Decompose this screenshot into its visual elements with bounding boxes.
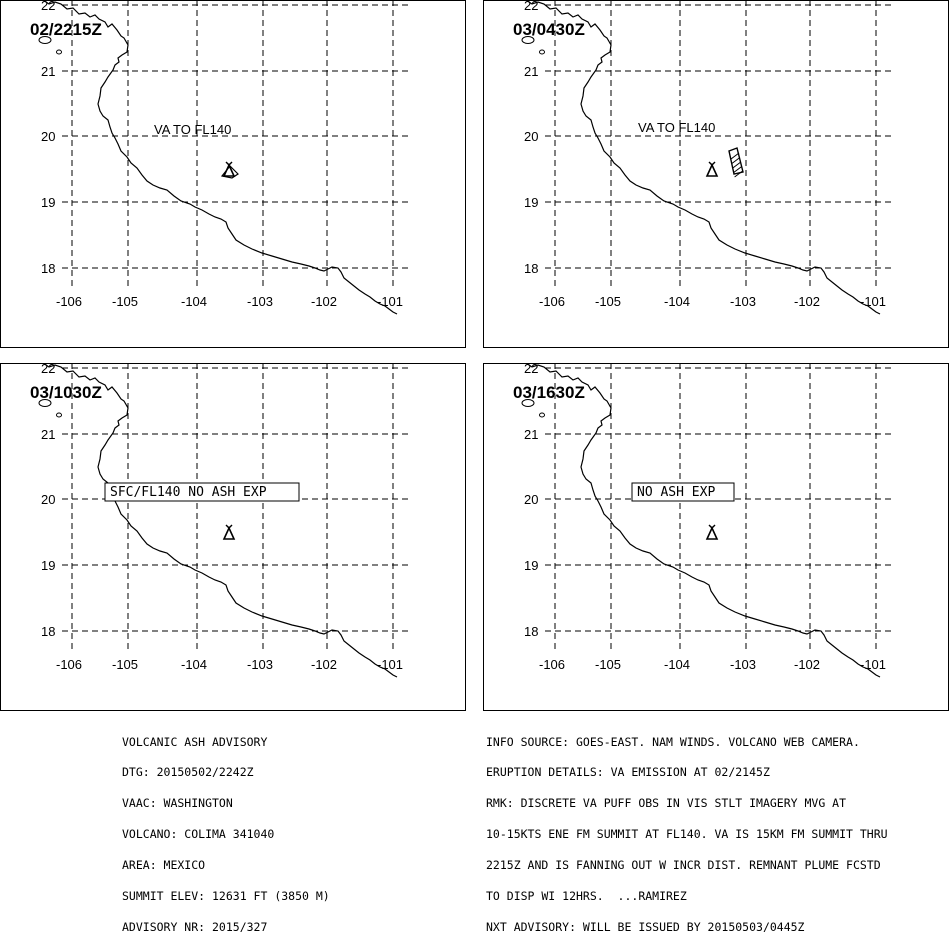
lon-tick-label: -103 [730,294,756,309]
lat-tick-label: 21 [41,64,55,79]
advisory-line: INFO SOURCE: GOES-EAST. NAM WINDS. VOLCA… [486,734,860,749]
lon-tick-label: -102 [311,294,337,309]
lat-tick-label: 21 [524,427,538,442]
lon-tick-label: -102 [311,657,337,672]
island [56,412,62,418]
forecast-panel-2: 22 21 20 19 18 -106 -105 -104 -103 -102 -101 03/103… [0,363,466,711]
forecast-panel-1: 22 21 20 19 18 -106 -105 -104 -103 -102 -101 03/043… [483,0,949,348]
lat-tick-label: 18 [41,624,55,639]
advisory-line: 10-15KTS ENE FM SUMMIT AT FL140. VA IS 1… [486,827,888,842]
island [56,49,62,55]
lat-tick-label: 20 [524,492,538,507]
valid-time-label: 03/1030Z [30,383,102,402]
coastline [42,363,398,678]
advisory-info-left: VOLCANIC ASH ADVISORY DTG: 20150502/2242… [122,716,330,943]
forecast-label: VA TO FL140 [154,122,231,137]
lon-tick-label: -105 [112,657,138,672]
lon-tick-label: -105 [595,294,621,309]
volcano-triangle-icon [222,524,236,540]
lon-tick-label: -106 [56,294,82,309]
ash-forecast-polygon [728,147,744,178]
lat-tick-label: 20 [41,129,55,144]
coastline [42,0,398,315]
lat-tick-label: 19 [524,195,538,210]
advisory-line: VAAC: WASHINGTON [122,796,233,811]
lon-tick-label: -103 [247,657,273,672]
island [38,36,52,44]
volcano-triangle-icon [705,161,719,177]
lon-tick-label: -106 [56,657,82,672]
lon-tick-label: -102 [794,294,820,309]
forecast-panel-3: 22 21 20 19 18 -106 -105 -104 -103 -102 -101 03/163… [483,363,949,711]
advisory-line: VOLCANIC ASH ADVISORY [122,734,268,749]
lat-tick-label: 18 [524,261,538,276]
lon-tick-label: -106 [539,657,565,672]
valid-time-label: 03/1630Z [513,383,585,402]
forecast-panel-0: 22 21 20 19 18 -106 -105 -104 -103 -102 -101 02/221… [0,0,466,348]
advisory-line: DTG: 20150502/2242Z [122,765,254,780]
forecast-label: VA TO FL140 [638,120,715,135]
island [539,49,545,55]
lon-tick-label: -103 [730,657,756,672]
lon-tick-label: -102 [794,657,820,672]
island [521,36,535,44]
lat-tick-label: 19 [41,558,55,573]
volcano-triangle-icon [705,524,719,540]
advisory-line: 2215Z AND IS FANNING OUT W INCR DIST. RE… [486,858,881,873]
lat-tick-label: 18 [41,261,55,276]
coastline [525,363,881,678]
lon-tick-label: -101 [860,294,886,309]
advisory-info-right: INFO SOURCE: GOES-EAST. NAM WINDS. VOLCA… [486,716,888,943]
panel-frame [483,0,949,348]
lon-tick-label: -101 [377,657,403,672]
lon-tick-label: -106 [539,294,565,309]
lat-tick-label: 18 [524,624,538,639]
valid-time-label: 02/2215Z [30,20,102,39]
forecast-label: SFC/FL140 NO ASH EXP [110,485,267,500]
lat-tick-label: 20 [524,129,538,144]
advisory-line: SUMMIT ELEV: 12631 FT (3850 M) [122,889,330,904]
lon-tick-label: -104 [664,657,690,672]
lon-tick-label: -101 [377,294,403,309]
lat-tick-label: 19 [524,558,538,573]
lon-tick-label: -103 [247,294,273,309]
lon-tick-label: -104 [664,294,690,309]
lon-tick-label: -105 [595,657,621,672]
lat-tick-label: 19 [41,195,55,210]
panel-frame [0,0,466,348]
lat-tick-label: 21 [524,64,538,79]
advisory-line: VOLCANO: COLIMA 341040 [122,827,275,842]
lon-tick-label: -101 [860,657,886,672]
forecast-label: NO ASH EXP [637,485,715,500]
island [38,399,52,407]
advisory-line: RMK: DISCRETE VA PUFF OBS IN VIS STLT IM… [486,796,847,811]
advisory-line: ERUPTION DETAILS: VA EMISSION AT 02/2145… [486,765,770,780]
panel-frame [483,363,949,711]
forecast-label-box [104,482,300,502]
valid-time-label: 03/0430Z [513,20,585,39]
lat-tick-label: 21 [41,427,55,442]
island [539,412,545,418]
lon-tick-label: -105 [112,294,138,309]
forecast-label-box [631,482,735,502]
lon-tick-label: -104 [181,294,207,309]
coastline [525,0,881,315]
advisory-line: ADVISORY NR: 2015/327 [122,919,268,934]
advisory-line: AREA: MEXICO [122,858,206,873]
advisory-line: NXT ADVISORY: WILL BE ISSUED BY 20150503… [486,919,805,934]
panel-frame [0,363,466,711]
advisory-line: TO DISP WI 12HRS. ...RAMIREZ [486,889,687,904]
ash-puff [220,165,239,179]
lat-tick-label: 20 [41,492,55,507]
lon-tick-label: -104 [181,657,207,672]
island [521,399,535,407]
